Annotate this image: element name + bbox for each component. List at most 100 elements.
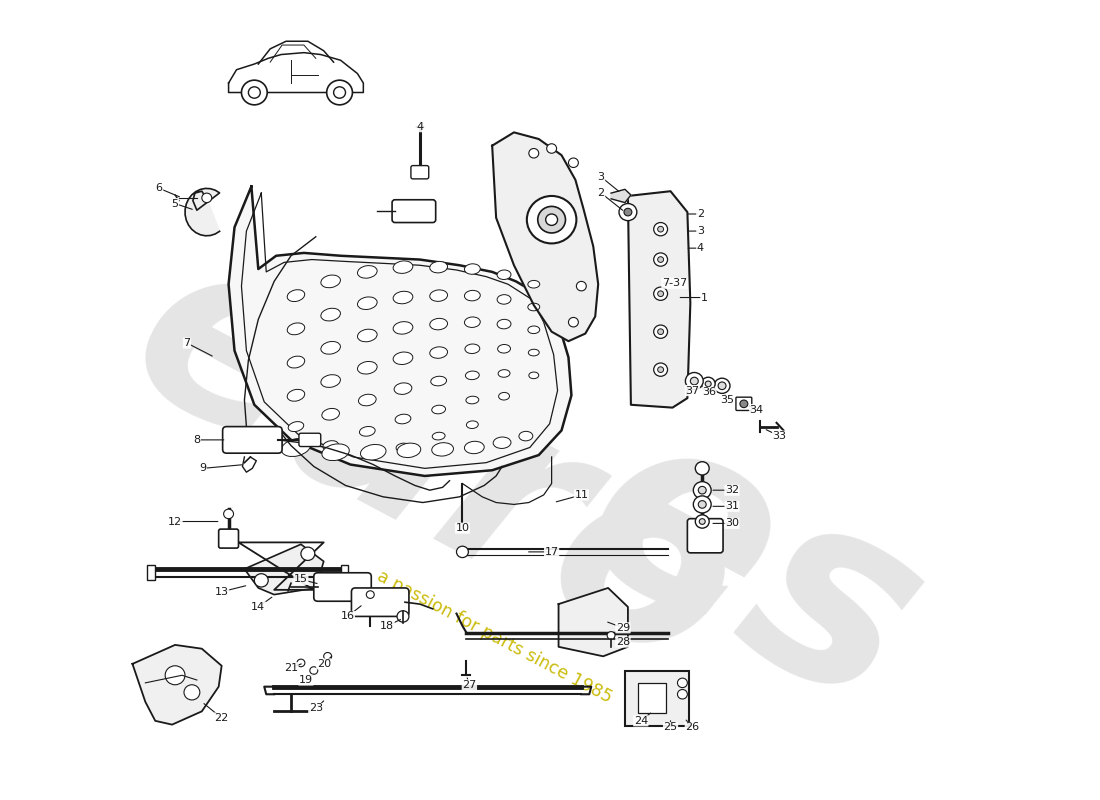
- Text: 23: 23: [309, 703, 322, 714]
- Ellipse shape: [359, 394, 376, 406]
- Ellipse shape: [465, 344, 480, 354]
- Circle shape: [242, 80, 267, 105]
- Text: 7: 7: [184, 338, 190, 348]
- Circle shape: [698, 486, 706, 494]
- Text: es: es: [543, 379, 960, 762]
- Circle shape: [456, 546, 469, 558]
- Circle shape: [658, 291, 663, 297]
- Ellipse shape: [282, 438, 310, 457]
- Circle shape: [165, 666, 185, 685]
- Text: 9: 9: [199, 463, 207, 474]
- Ellipse shape: [322, 409, 340, 420]
- Text: 6: 6: [156, 183, 163, 194]
- Circle shape: [653, 325, 668, 338]
- Ellipse shape: [287, 323, 305, 334]
- Circle shape: [184, 685, 200, 700]
- Ellipse shape: [498, 370, 510, 378]
- Text: 3: 3: [597, 172, 605, 182]
- Text: 20: 20: [317, 659, 331, 669]
- FancyBboxPatch shape: [736, 397, 751, 410]
- Text: 19: 19: [299, 675, 312, 685]
- Circle shape: [201, 193, 211, 202]
- Text: 10: 10: [455, 523, 470, 533]
- Circle shape: [658, 367, 663, 373]
- Ellipse shape: [466, 396, 478, 404]
- Text: 30: 30: [725, 518, 739, 529]
- Ellipse shape: [464, 290, 481, 301]
- Ellipse shape: [430, 262, 448, 273]
- Ellipse shape: [528, 303, 540, 311]
- Ellipse shape: [464, 264, 481, 274]
- Ellipse shape: [464, 317, 481, 327]
- Polygon shape: [132, 645, 221, 725]
- Circle shape: [619, 203, 637, 221]
- Text: 12: 12: [168, 517, 183, 526]
- Text: 13: 13: [214, 586, 229, 597]
- Text: 34: 34: [750, 405, 763, 414]
- FancyBboxPatch shape: [688, 518, 723, 553]
- Text: 14: 14: [251, 602, 265, 612]
- Ellipse shape: [358, 266, 377, 278]
- Text: 25: 25: [663, 722, 678, 733]
- Text: 35: 35: [720, 395, 734, 405]
- Ellipse shape: [322, 444, 350, 461]
- Circle shape: [547, 144, 557, 154]
- FancyBboxPatch shape: [314, 573, 372, 602]
- Text: 16: 16: [341, 611, 354, 622]
- Ellipse shape: [393, 322, 412, 334]
- Ellipse shape: [528, 281, 540, 288]
- Circle shape: [698, 501, 706, 508]
- Text: 8: 8: [194, 435, 200, 445]
- Circle shape: [366, 590, 374, 598]
- FancyBboxPatch shape: [299, 434, 321, 446]
- FancyBboxPatch shape: [625, 670, 690, 726]
- Text: 5: 5: [172, 198, 178, 209]
- Ellipse shape: [322, 441, 339, 450]
- Text: 27: 27: [462, 680, 476, 690]
- FancyBboxPatch shape: [638, 683, 666, 714]
- Circle shape: [718, 382, 726, 390]
- Circle shape: [695, 462, 710, 475]
- Polygon shape: [185, 189, 220, 236]
- Ellipse shape: [466, 421, 478, 429]
- FancyBboxPatch shape: [411, 166, 429, 179]
- Circle shape: [658, 226, 663, 232]
- Ellipse shape: [396, 443, 410, 452]
- Text: 24: 24: [634, 716, 648, 726]
- Circle shape: [576, 282, 586, 291]
- Circle shape: [397, 610, 409, 622]
- Ellipse shape: [529, 372, 539, 378]
- Ellipse shape: [519, 431, 532, 441]
- Circle shape: [693, 496, 712, 513]
- Ellipse shape: [497, 294, 512, 304]
- Ellipse shape: [394, 383, 411, 394]
- Text: 33: 33: [772, 431, 786, 441]
- Polygon shape: [612, 190, 631, 202]
- Ellipse shape: [430, 347, 448, 358]
- Ellipse shape: [321, 308, 340, 321]
- Ellipse shape: [358, 329, 377, 342]
- Ellipse shape: [288, 422, 304, 431]
- Ellipse shape: [431, 406, 446, 414]
- Ellipse shape: [358, 362, 377, 374]
- Ellipse shape: [397, 443, 420, 458]
- Text: 26: 26: [685, 722, 700, 733]
- Ellipse shape: [493, 437, 512, 449]
- FancyBboxPatch shape: [352, 588, 409, 617]
- Ellipse shape: [528, 326, 540, 334]
- Polygon shape: [559, 588, 628, 656]
- Ellipse shape: [321, 374, 340, 387]
- Text: 31: 31: [725, 502, 739, 511]
- Circle shape: [249, 87, 261, 98]
- Text: 4: 4: [696, 243, 704, 253]
- Ellipse shape: [321, 275, 340, 288]
- Ellipse shape: [360, 426, 375, 436]
- Circle shape: [223, 509, 233, 518]
- Text: 4: 4: [416, 122, 424, 132]
- Ellipse shape: [393, 261, 412, 274]
- Circle shape: [691, 378, 698, 385]
- Text: 7-37: 7-37: [662, 278, 688, 288]
- Polygon shape: [492, 132, 598, 341]
- Ellipse shape: [465, 371, 480, 380]
- Circle shape: [714, 378, 730, 394]
